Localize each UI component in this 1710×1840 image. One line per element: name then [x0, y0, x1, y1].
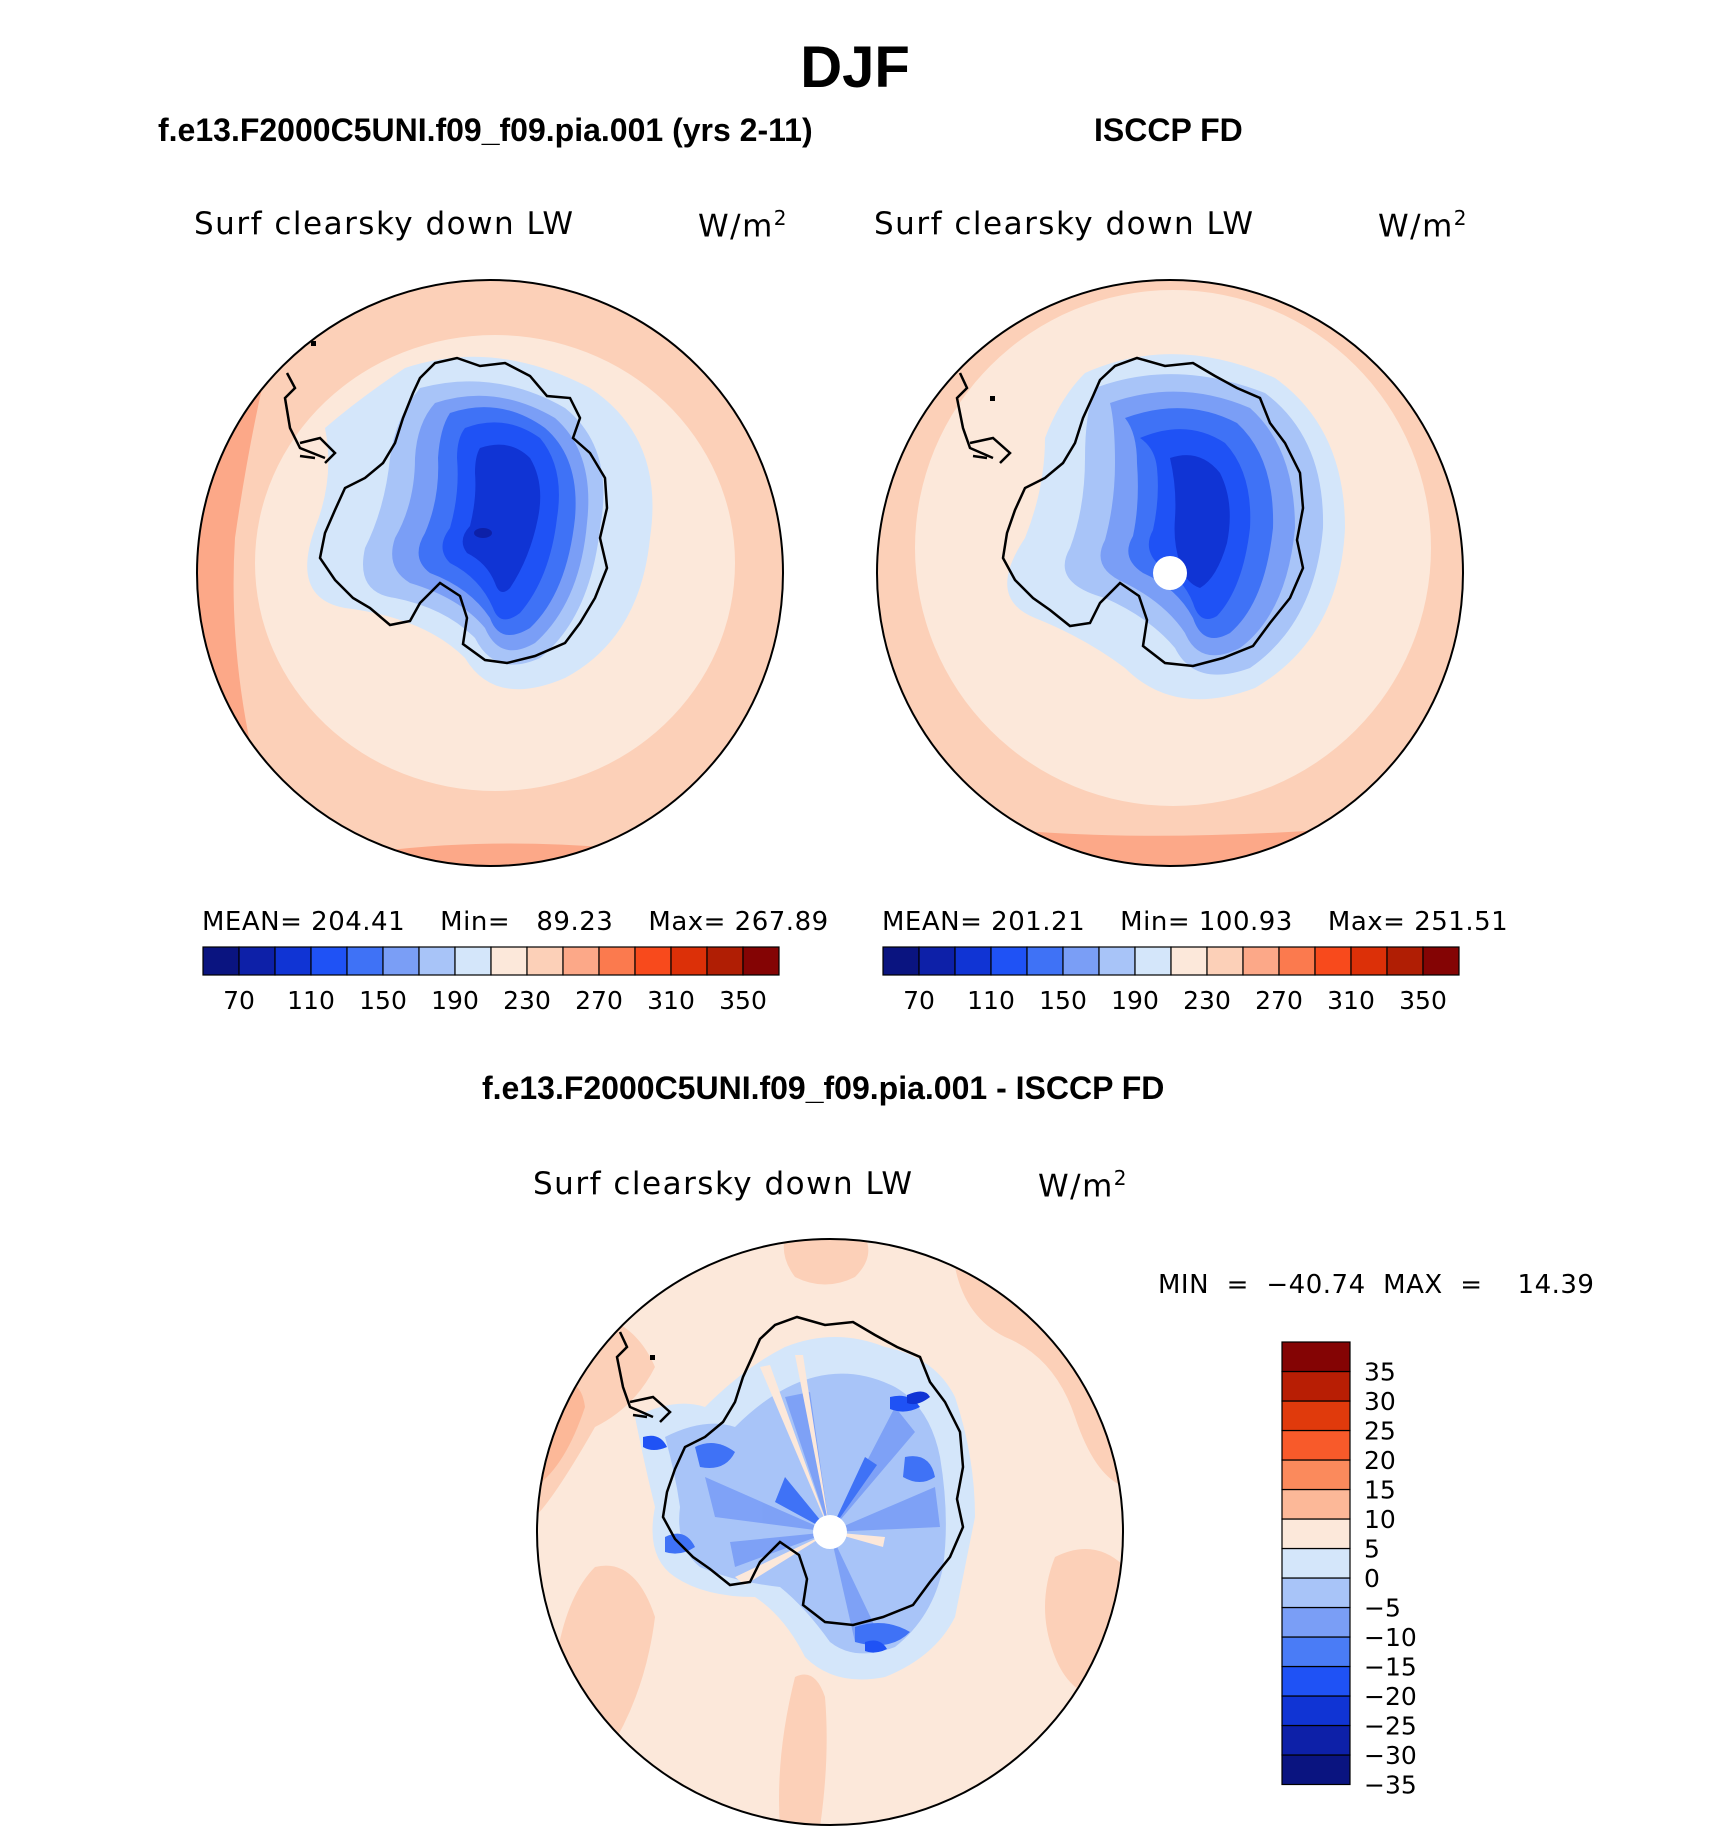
colorbar-box	[418, 946, 456, 976]
colorbar-box	[238, 946, 276, 976]
colorbar-box	[706, 946, 744, 976]
panel3-polar-map	[536, 1238, 1124, 1826]
colorbar-tick-label: 5	[1364, 1535, 1380, 1564]
colorbar-box	[1206, 946, 1244, 976]
colorbar-box	[1281, 1547, 1351, 1579]
colorbar-tick-label: −30	[1364, 1741, 1417, 1770]
colorbar-tick-label: −35	[1364, 1771, 1417, 1800]
colorbar-box	[1062, 946, 1100, 976]
colorbar-tick-label: 350	[1399, 986, 1447, 1015]
colorbar-tick-label: −10	[1364, 1623, 1417, 1652]
panel3-units-label: W/m2	[1038, 1166, 1129, 1205]
colorbar-box	[1350, 946, 1388, 976]
colorbar-box	[1281, 1341, 1351, 1373]
colorbar-box	[1134, 946, 1172, 976]
colorbar-tick-label: 35	[1364, 1358, 1396, 1387]
colorbar-box	[1242, 946, 1280, 976]
colorbar-box	[1314, 946, 1352, 976]
colorbar-tick-label: 270	[1255, 986, 1303, 1015]
panel2-title: ISCCP FD	[1094, 112, 1243, 148]
colorbar-box	[562, 946, 600, 976]
colorbar-box	[670, 946, 708, 976]
colorbar-box	[1386, 946, 1424, 976]
colorbar-box	[526, 946, 564, 976]
colorbar-box	[1281, 1400, 1351, 1432]
figure-title: DJF	[800, 35, 910, 100]
colorbar-box	[274, 946, 312, 976]
panel2-colorbar: 70 110 150 190 230 270 310 350	[882, 946, 1460, 1015]
colorbar-tick-label: 70	[903, 986, 935, 1015]
colorbar-box	[954, 946, 992, 976]
panel3-stats: MIN = −40.74 MAX = 14.39	[1158, 1270, 1595, 1300]
colorbar-tick-label: 310	[1327, 986, 1375, 1015]
panel2-polar-map	[876, 279, 1464, 867]
colorbar-tick-label: 230	[503, 986, 551, 1015]
colorbar-box	[1026, 946, 1064, 976]
colorbar-tick-label: −25	[1364, 1712, 1417, 1741]
colorbar-box	[1281, 1754, 1351, 1786]
colorbar-tick-label: 25	[1364, 1417, 1396, 1446]
panel3-variable-label: Surf clearsky down LW	[533, 1166, 914, 1202]
colorbar-tick-label: 110	[967, 986, 1015, 1015]
colorbar-box	[882, 946, 920, 976]
colorbar-box	[1422, 946, 1460, 976]
panel1-units-label: W/m2	[698, 206, 789, 245]
colorbar-box	[1281, 1370, 1351, 1402]
colorbar-box	[742, 946, 780, 976]
panel1-colorbar: 70 110 150 190 230 270 310 350	[202, 946, 780, 1015]
panel1-stats: MEAN= 204.41 Min= 89.23 Max= 267.89	[202, 907, 829, 937]
colorbar-tick-label: 70	[223, 986, 255, 1015]
panel1-polar-map	[196, 279, 784, 867]
colorbar-box	[634, 946, 672, 976]
colorbar-box	[990, 946, 1028, 976]
colorbar-box	[1281, 1606, 1351, 1638]
colorbar-box	[202, 946, 240, 976]
colorbar-tick-label: 190	[1111, 986, 1159, 1015]
colorbar-tick-label: 350	[719, 986, 767, 1015]
colorbar-tick-label: 30	[1364, 1387, 1396, 1416]
colorbar-tick-label: 190	[431, 986, 479, 1015]
colorbar-box	[918, 946, 956, 976]
colorbar-box	[1281, 1724, 1351, 1756]
colorbar-box	[1281, 1459, 1351, 1491]
colorbar-tick-label: −5	[1364, 1594, 1401, 1623]
colorbar-tick-label: 270	[575, 986, 623, 1015]
colorbar-tick-label: 0	[1364, 1564, 1380, 1593]
colorbar-box	[382, 946, 420, 976]
colorbar-tick-label: 110	[287, 986, 335, 1015]
colorbar-box	[1281, 1665, 1351, 1697]
panel3-title: f.e13.F2000C5UNI.f09_f09.pia.001 - ISCCP…	[482, 1070, 1165, 1106]
colorbar-box	[1281, 1577, 1351, 1609]
colorbar-box	[1281, 1429, 1351, 1461]
colorbar-tick-label: 150	[359, 986, 407, 1015]
colorbar-box	[1281, 1488, 1351, 1520]
colorbar-box	[454, 946, 492, 976]
colorbar-box	[490, 946, 528, 976]
colorbar-tick-label: 20	[1364, 1446, 1396, 1475]
colorbar-tick-label: 310	[647, 986, 695, 1015]
panel2-stats: MEAN= 201.21 Min= 100.93 Max= 251.51	[882, 907, 1509, 937]
panel1-title: f.e13.F2000C5UNI.f09_f09.pia.001 (yrs 2-…	[158, 112, 813, 148]
colorbar-tick-label: −20	[1364, 1682, 1417, 1711]
colorbar-box	[1278, 946, 1316, 976]
colorbar-tick-label: 15	[1364, 1476, 1396, 1505]
colorbar-box	[598, 946, 636, 976]
colorbar-box	[346, 946, 384, 976]
panel2-variable-label: Surf clearsky down LW	[874, 206, 1255, 242]
colorbar-box	[1098, 946, 1136, 976]
colorbar-box	[310, 946, 348, 976]
panel1-variable-label: Surf clearsky down LW	[194, 206, 575, 242]
colorbar-box	[1281, 1518, 1351, 1550]
colorbar-tick-label: 230	[1183, 986, 1231, 1015]
colorbar-tick-label: −15	[1364, 1653, 1417, 1682]
colorbar-box	[1170, 946, 1208, 976]
panel2-units-label: W/m2	[1378, 206, 1469, 245]
colorbar-box	[1281, 1636, 1351, 1668]
colorbar-tick-label: 10	[1364, 1505, 1396, 1534]
colorbar-box	[1281, 1695, 1351, 1727]
colorbar-tick-label: 150	[1039, 986, 1087, 1015]
